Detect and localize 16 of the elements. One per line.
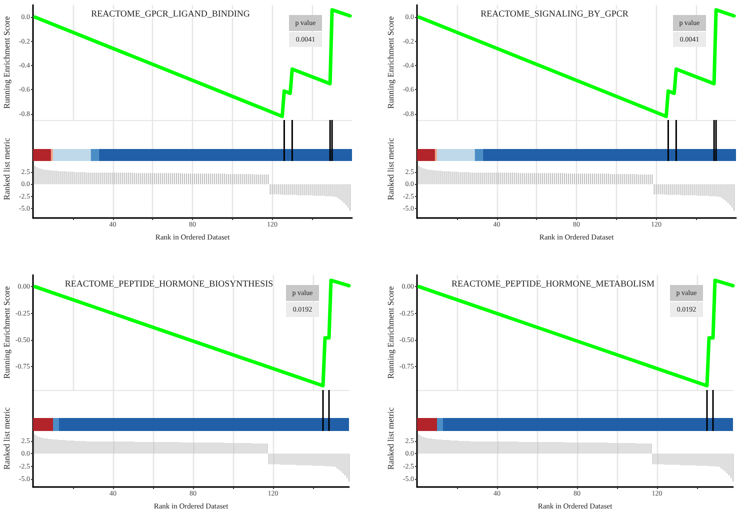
- y-axis-title: Ranked list metric: [386, 407, 396, 470]
- y-axis-title: Running Enrichment Score: [2, 286, 12, 379]
- y-axis-title: Running Enrichment Score: [2, 16, 12, 109]
- line-series: [33, 278, 351, 388]
- y-axis-title: Ranked list metric: [2, 138, 12, 200]
- line-series: [33, 8, 352, 118]
- chart-title: REACTOME_PEPTIDE_HORMONE_BIOSYNTHESIS: [64, 278, 274, 288]
- line-series: [417, 278, 735, 388]
- y-axis-title: Ranked list metric: [2, 407, 12, 470]
- y-axis-title: Running Enrichment Score: [386, 286, 396, 379]
- y-axis-title: Ranked list metric: [386, 138, 396, 200]
- chart-title: REACTOME_PEPTIDE_HORMONE_METABOLISM: [451, 278, 655, 288]
- line-series: [417, 8, 736, 118]
- chart-title: REACTOME_GPCR_LIGAND_BINDING: [91, 8, 250, 18]
- chart-title: REACTOME_SIGNALING_BY_GPCR: [480, 8, 628, 18]
- y-axis-title: Running Enrichment Score: [386, 16, 396, 109]
